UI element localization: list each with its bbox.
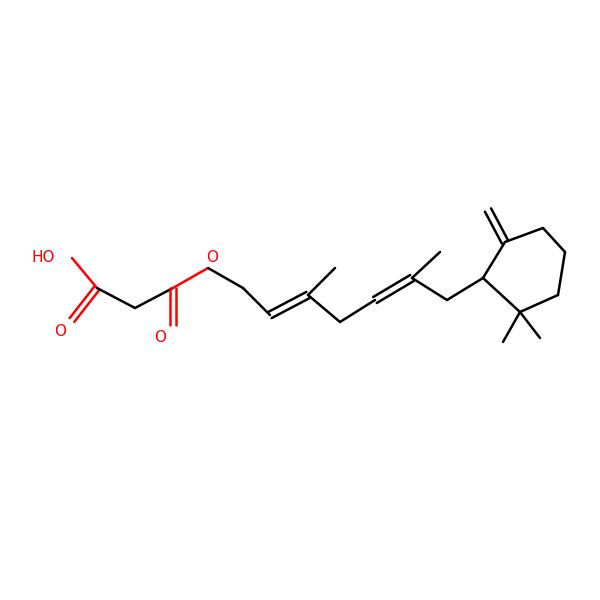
Text: O: O	[154, 331, 166, 346]
Text: HO: HO	[32, 251, 55, 265]
Text: O: O	[206, 251, 218, 265]
Text: O: O	[54, 325, 66, 340]
